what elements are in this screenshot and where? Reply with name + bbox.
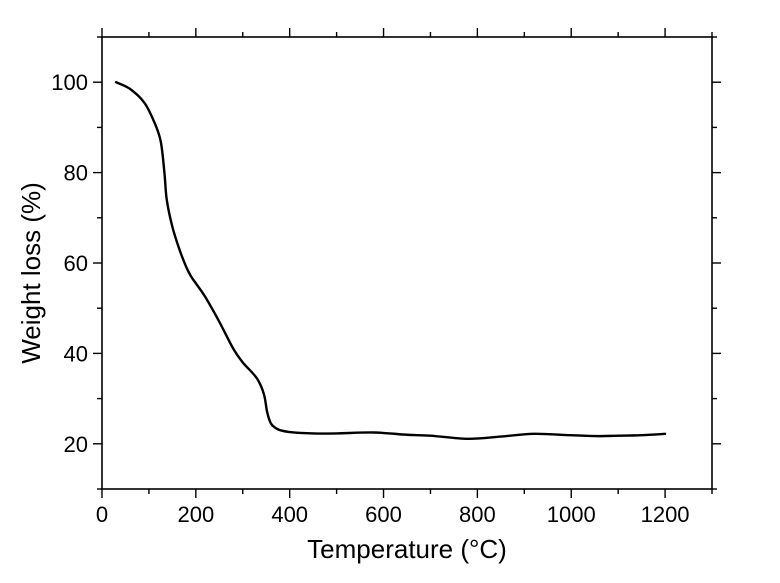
plot-frame <box>101 36 713 490</box>
plot-border <box>101 36 713 490</box>
y-axis-title: Weight loss (%) <box>16 182 46 364</box>
x-tick-label: 800 <box>459 502 496 527</box>
series-group <box>114 81 667 441</box>
x-tick-label: 400 <box>271 502 308 527</box>
y-tick-label: 40 <box>64 341 88 366</box>
x-tick-label: 0 <box>96 502 108 527</box>
x-axis-title: Temperature (°C) <box>307 534 507 564</box>
y-tick-label: 80 <box>64 161 88 186</box>
y-axis-ticks: 20 40 60 80 100 <box>51 36 721 490</box>
x-tick-label: 600 <box>365 502 402 527</box>
y-tick-label: 20 <box>64 432 88 457</box>
y-tick-label: 100 <box>51 70 88 95</box>
series-line-0 <box>114 81 667 441</box>
x-tick-label: 1200 <box>641 502 690 527</box>
x-axis-ticks: 0 200 400 600 800 1000 1200 <box>96 28 713 527</box>
x-tick-label: 200 <box>177 502 214 527</box>
x-tick-label: 1000 <box>547 502 596 527</box>
y-tick-label: 60 <box>64 251 88 276</box>
